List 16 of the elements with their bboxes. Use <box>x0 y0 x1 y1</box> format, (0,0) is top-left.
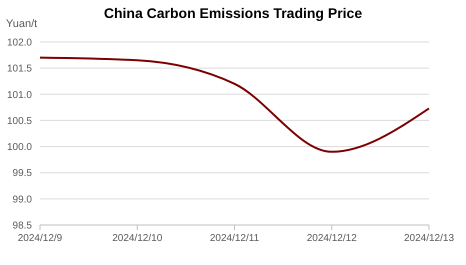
y-tick-label: 100.5 <box>6 116 32 127</box>
y-tick-label: 102.0 <box>6 38 32 48</box>
x-tick-label: 2024/12/11 <box>210 233 260 244</box>
y-tick-label: 99.5 <box>12 168 32 180</box>
y-tick-label: 100.0 <box>6 142 32 154</box>
y-tick-label: 101.5 <box>6 64 32 75</box>
y-tick-label: 99.0 <box>12 194 32 206</box>
x-tick-label: 2024/12/10 <box>112 233 163 244</box>
y-tick-label: 101.0 <box>6 90 32 101</box>
x-tick-label: 2024/12/9 <box>18 233 63 244</box>
y-axis-title: Yuan/t <box>6 18 38 30</box>
chart-title: China Carbon Emissions Trading Price <box>104 5 362 21</box>
y-tick-label: 98.5 <box>12 220 32 232</box>
x-tick-label: 2024/12/12 <box>306 233 358 244</box>
x-tick-label: 2024/12/13 <box>404 233 454 244</box>
line-series <box>39 56 430 153</box>
